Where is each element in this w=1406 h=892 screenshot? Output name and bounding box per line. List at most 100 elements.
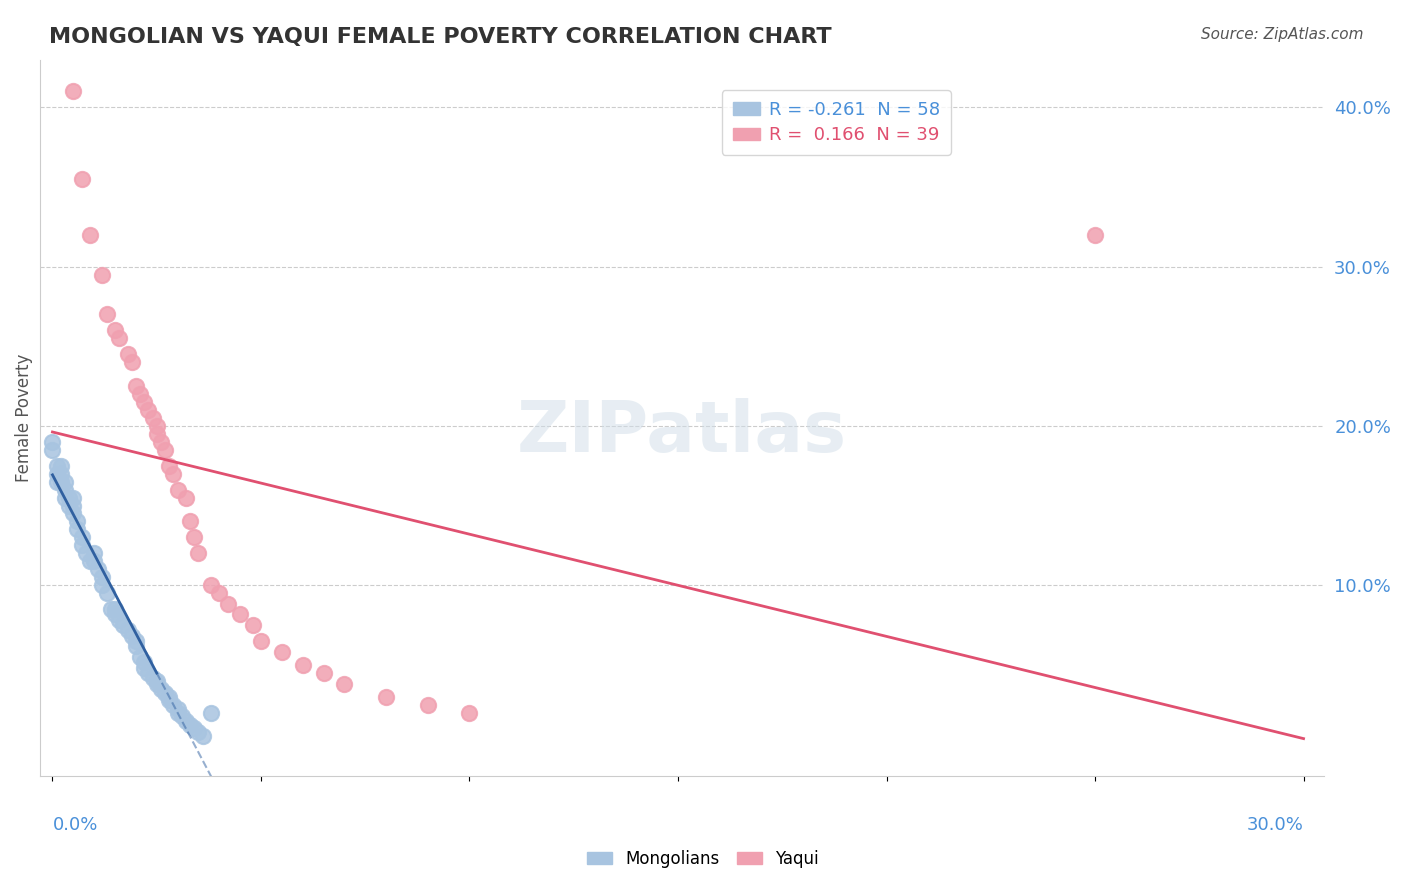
Point (170, 708, 193, 723)
Point (183, 530, 205, 544)
Point (200, 706, 222, 720)
Point (45, 467, 67, 481)
Point (157, 458, 180, 473)
Point (200, 578, 222, 592)
Point (129, 649, 152, 664)
Point (153, 442, 176, 457)
Point (117, 623, 139, 637)
Text: Source: ZipAtlas.com: Source: ZipAtlas.com (1201, 27, 1364, 42)
Point (217, 597, 239, 611)
Point (174, 491, 197, 505)
Point (174, 714, 197, 728)
Point (62, 507, 84, 521)
Point (162, 467, 184, 481)
Point (145, 426, 167, 441)
Point (129, 387, 152, 401)
Point (70, 538, 93, 552)
Point (166, 702, 188, 716)
Legend: R = -0.261  N = 58, R =  0.166  N = 39: R = -0.261 N = 58, R = 0.166 N = 39 (721, 90, 950, 155)
Point (104, 607, 127, 621)
Point (91, 578, 114, 592)
Point (117, 347, 139, 361)
Point (125, 633, 148, 648)
Point (134, 395, 156, 409)
Text: MONGOLIAN VS YAQUI FEMALE POVERTY CORRELATION CHART: MONGOLIAN VS YAQUI FEMALE POVERTY CORREL… (49, 27, 832, 46)
Point (75, 546, 97, 560)
Point (45, 475, 67, 489)
Point (125, 379, 148, 393)
Point (70, 530, 93, 544)
Point (66, 515, 89, 529)
Point (134, 661, 156, 675)
Point (270, 645, 292, 659)
Text: ZIPatlas: ZIPatlas (517, 398, 848, 467)
Point (179, 718, 201, 732)
Point (416, 698, 439, 712)
Point (149, 681, 172, 696)
Point (242, 618, 264, 632)
Point (108, 331, 131, 345)
Point (79, 554, 101, 568)
Point (83, 546, 105, 560)
Point (96, 307, 118, 321)
Point (157, 690, 180, 704)
Point (1084, 227, 1107, 242)
Point (53, 483, 76, 497)
Point (121, 629, 143, 643)
Point (312, 665, 335, 680)
Point (138, 665, 160, 680)
Point (375, 690, 398, 704)
Point (250, 633, 273, 648)
Point (58, 499, 80, 513)
Point (53, 491, 76, 505)
Point (108, 613, 131, 627)
Point (79, 227, 101, 242)
Point (87, 562, 110, 576)
Point (145, 418, 167, 433)
Point (208, 586, 231, 600)
Point (141, 411, 163, 425)
Point (134, 655, 156, 669)
Text: 30.0%: 30.0% (1247, 816, 1303, 834)
Point (91, 268, 114, 282)
Text: 0.0%: 0.0% (52, 816, 98, 834)
Point (104, 602, 127, 616)
Point (53, 475, 76, 489)
Y-axis label: Female Poverty: Female Poverty (15, 354, 32, 482)
Point (291, 657, 314, 672)
Point (166, 706, 188, 720)
Point (41, 434, 63, 449)
Point (141, 671, 163, 685)
Point (49, 458, 72, 473)
Point (58, 491, 80, 505)
Point (121, 355, 143, 369)
Point (187, 546, 209, 560)
Point (458, 706, 481, 720)
Point (100, 602, 122, 616)
Point (179, 515, 201, 529)
Point (41, 442, 63, 457)
Point (149, 434, 172, 449)
Point (191, 730, 214, 744)
Point (229, 607, 252, 621)
Point (145, 677, 167, 691)
Point (62, 499, 84, 513)
Point (166, 483, 188, 497)
Point (45, 458, 67, 473)
Point (49, 475, 72, 489)
Point (70, 172, 93, 186)
Point (91, 570, 114, 584)
Point (112, 618, 135, 632)
Point (138, 403, 160, 417)
Point (157, 693, 180, 707)
Point (153, 686, 176, 700)
Point (183, 722, 205, 736)
Point (83, 554, 105, 568)
Point (96, 586, 118, 600)
Point (162, 698, 184, 712)
Point (104, 323, 127, 337)
Point (62, 491, 84, 505)
Point (125, 639, 148, 653)
Point (49, 467, 72, 481)
Point (66, 522, 89, 536)
